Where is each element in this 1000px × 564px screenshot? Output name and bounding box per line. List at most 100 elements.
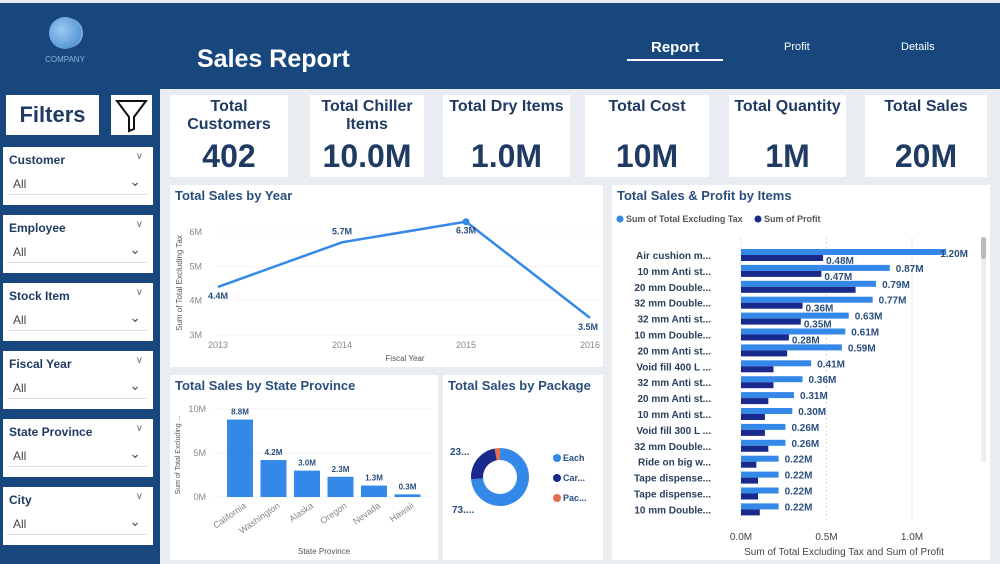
x-tick-label: 0.5M bbox=[815, 532, 837, 543]
data-label: 0.31M bbox=[800, 391, 828, 402]
x-tick-label: Nevada bbox=[351, 500, 382, 526]
kpi-value: 1M bbox=[765, 138, 810, 174]
funnel-icon bbox=[115, 100, 148, 133]
bar-profit bbox=[741, 302, 803, 309]
nav-profit[interactable]: Profit bbox=[784, 41, 810, 53]
bar-profit bbox=[741, 286, 856, 293]
data-label: 0.48M bbox=[826, 256, 854, 267]
slicer-dropdown[interactable]: All ⌄ bbox=[7, 239, 147, 263]
y-tick-label: Tape dispense... bbox=[634, 474, 711, 485]
data-label: 0.63M bbox=[855, 312, 883, 323]
data-point bbox=[462, 218, 470, 226]
slicer-dropdown[interactable]: All ⌄ bbox=[7, 443, 147, 467]
slicer-dropdown[interactable]: All ⌄ bbox=[7, 375, 147, 399]
slicer-value: All bbox=[13, 177, 27, 191]
filter-button[interactable] bbox=[111, 95, 152, 135]
bar-profit bbox=[741, 255, 824, 261]
donut-slice bbox=[471, 448, 529, 506]
nav-details[interactable]: Details bbox=[901, 41, 935, 53]
sales-by-year-chart: Total Sales by Year 3M 4M 5M 6M 2013 2014 2015… bbox=[170, 185, 603, 367]
donut-slice bbox=[471, 448, 497, 480]
y-tick-label: 32 mm Double... bbox=[634, 299, 711, 310]
slicer-value: All bbox=[13, 449, 27, 463]
bar bbox=[294, 470, 320, 497]
y-tick-label: 20 mm Double... bbox=[634, 283, 711, 294]
bar-sales bbox=[741, 360, 812, 367]
x-tick-label: 1.0M bbox=[901, 532, 923, 543]
slicer-employee: Employee ∨ All ⌄ bbox=[3, 215, 153, 273]
data-label: 0.61M bbox=[851, 328, 879, 339]
chevron-down-icon[interactable]: ∨ bbox=[135, 355, 143, 366]
slicer-stock-item: Stock Item ∨ All ⌄ bbox=[3, 283, 153, 341]
scrollbar[interactable] bbox=[981, 237, 986, 462]
scrollbar-thumb[interactable] bbox=[981, 237, 986, 259]
bar-sales bbox=[741, 312, 849, 319]
data-label: 23... bbox=[450, 447, 470, 458]
legend-marker bbox=[616, 215, 624, 223]
chevron-down-icon[interactable]: ∨ bbox=[135, 423, 143, 434]
kpi-value: 10M bbox=[615, 138, 679, 174]
slicer-dropdown[interactable]: All ⌄ bbox=[7, 511, 147, 535]
y-tick-label: Void fill 300 L ... bbox=[636, 426, 711, 437]
bar-sales bbox=[741, 408, 793, 414]
kpi-card: Total Sales 20M bbox=[865, 95, 987, 177]
y-tick-label: Ride on big w... bbox=[638, 458, 711, 469]
chevron-down-icon: ⌄ bbox=[129, 445, 141, 461]
kpi-card: Total Chiller Items 10.0M bbox=[310, 95, 424, 177]
bar-profit bbox=[741, 477, 759, 484]
bar-profit bbox=[741, 382, 774, 389]
kpi-label: Total Chiller Items bbox=[321, 98, 413, 133]
chart-title: Total Sales by Package bbox=[448, 378, 591, 393]
data-label: 0.26M bbox=[791, 439, 819, 450]
chevron-down-icon[interactable]: ∨ bbox=[135, 491, 143, 502]
kpi-card: Total Dry Items 1.0M bbox=[443, 95, 570, 177]
slicer-label: Customer bbox=[9, 153, 66, 167]
data-label: 0.41M bbox=[817, 359, 845, 370]
data-label: 4.2M bbox=[265, 448, 283, 457]
slicer-dropdown[interactable]: All ⌄ bbox=[7, 307, 147, 331]
data-label: 5.7M bbox=[332, 226, 352, 236]
legend-marker bbox=[553, 454, 561, 462]
slicer-label: Stock Item bbox=[9, 289, 70, 303]
y-tick-label: Void fill 400 L ... bbox=[636, 362, 711, 373]
bar-sales bbox=[741, 423, 786, 430]
slicer-label: Fiscal Year bbox=[9, 357, 72, 371]
y-tick-label: 10 mm Double... bbox=[634, 505, 711, 516]
series-line bbox=[217, 220, 591, 319]
data-label: 0.36M bbox=[806, 304, 834, 315]
slicer-dropdown[interactable]: All ⌄ bbox=[7, 171, 147, 195]
bar-sales bbox=[741, 249, 947, 255]
nav-report[interactable]: Report bbox=[627, 39, 724, 61]
chevron-down-icon[interactable]: ∨ bbox=[135, 151, 143, 162]
bar-profit bbox=[741, 461, 757, 468]
bar bbox=[260, 460, 287, 497]
data-label: 0.87M bbox=[896, 264, 924, 275]
kpi-card: Total Cost 10M bbox=[585, 95, 709, 177]
kpi-label: Total Cost bbox=[608, 98, 686, 115]
data-label: 0.59M bbox=[848, 343, 876, 354]
slicer-customer: Customer ∨ All ⌄ bbox=[3, 147, 153, 205]
page-title: Sales Report bbox=[197, 45, 350, 73]
data-label: 0.47M bbox=[824, 272, 852, 283]
data-label: 3.5M bbox=[578, 322, 598, 332]
y-tick-label: 20 mm Anti st... bbox=[637, 394, 711, 405]
bar-profit bbox=[741, 445, 769, 452]
chevron-down-icon[interactable]: ∨ bbox=[135, 219, 143, 230]
bar-sales bbox=[741, 455, 779, 462]
bar-sales bbox=[741, 439, 786, 446]
x-tick-label: 2016 bbox=[580, 340, 600, 350]
bar bbox=[361, 485, 387, 497]
bar-sales bbox=[741, 503, 779, 510]
chevron-down-icon: ⌄ bbox=[129, 173, 141, 189]
legend-marker bbox=[553, 494, 561, 502]
chevron-down-icon[interactable]: ∨ bbox=[135, 287, 143, 298]
chart-title: Total Sales by Year bbox=[175, 188, 293, 203]
bar-profit bbox=[741, 334, 789, 341]
sales-by-package-chart: Total Sales by Package 23... 73.... Each Ca… bbox=[443, 375, 603, 560]
y-tick-label: 10 mm Anti st... bbox=[637, 267, 711, 278]
slicer-value: All bbox=[13, 245, 27, 259]
donut-slice bbox=[494, 448, 501, 461]
x-axis-title: Fiscal Year bbox=[385, 354, 424, 363]
x-tick-label: 2014 bbox=[332, 340, 352, 350]
sales-by-state-chart: Total Sales by State Province 0M 5M 10M 8.8… bbox=[170, 375, 438, 560]
